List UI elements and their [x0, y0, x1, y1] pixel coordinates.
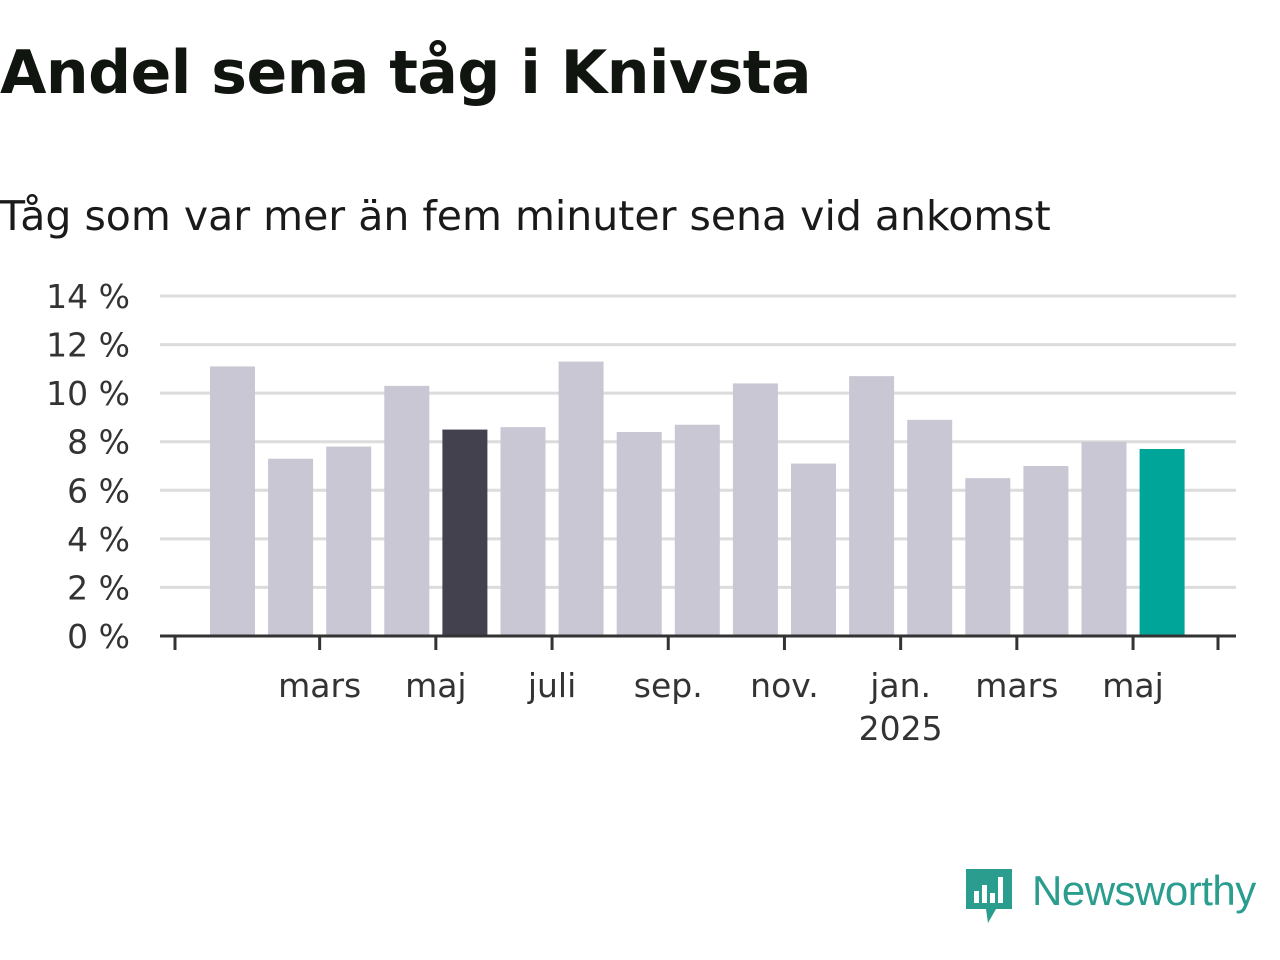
bar	[1139, 449, 1185, 636]
bar	[965, 478, 1011, 636]
newsworthy-logo-text: Newsworthy	[1032, 867, 1256, 914]
y-tick-label: 6 %	[67, 471, 130, 510]
x-tick-label: maj	[405, 666, 467, 705]
bar	[791, 463, 836, 636]
bar	[558, 361, 604, 636]
x-tick-label: jan.	[869, 666, 931, 705]
bar	[1023, 466, 1069, 636]
bar	[500, 427, 546, 636]
y-axis-labels: 0 % 2 % 4 % 6 % 8 % 10 % 12 % 14 %	[46, 277, 130, 656]
y-tick-label: 10 %	[46, 374, 130, 413]
bar	[732, 383, 778, 636]
x-tick-label: mars	[278, 666, 361, 705]
bar	[384, 385, 430, 636]
chart-subtitle: Tåg som var mer än fem minuter sena vid …	[0, 192, 1051, 240]
y-tick-label: 14 %	[46, 277, 130, 316]
x-axis-labels: mars maj juli sep. nov. jan. 2025 mars maj	[278, 666, 1164, 748]
newsworthy-logo: Newsworthy	[962, 865, 1280, 929]
bar	[616, 432, 662, 636]
y-tick-label: 4 %	[67, 520, 130, 559]
x-tick-label: maj	[1102, 666, 1164, 705]
bars	[210, 361, 1185, 636]
bar	[849, 376, 895, 636]
x-tick-label: nov.	[750, 666, 819, 705]
x-tick-label: sep.	[634, 666, 703, 705]
x-tick-sublabel: 2025	[859, 709, 943, 748]
chart-title: Andel sena tåg i Knivsta	[0, 38, 811, 108]
bar	[326, 446, 372, 636]
bar	[907, 419, 953, 636]
x-tick-label: juli	[527, 666, 576, 705]
y-tick-label: 12 %	[46, 326, 130, 365]
bar	[1081, 441, 1127, 636]
newsworthy-logo-icon	[966, 869, 1012, 923]
y-tick-label: 2 %	[67, 568, 130, 607]
y-tick-label: 8 %	[67, 423, 130, 462]
bar	[674, 424, 720, 636]
bar	[442, 429, 488, 636]
x-axis	[160, 634, 1236, 650]
bar	[210, 366, 255, 636]
x-tick-label: mars	[975, 666, 1058, 705]
y-tick-label: 0 %	[67, 617, 130, 656]
bar	[268, 458, 314, 636]
